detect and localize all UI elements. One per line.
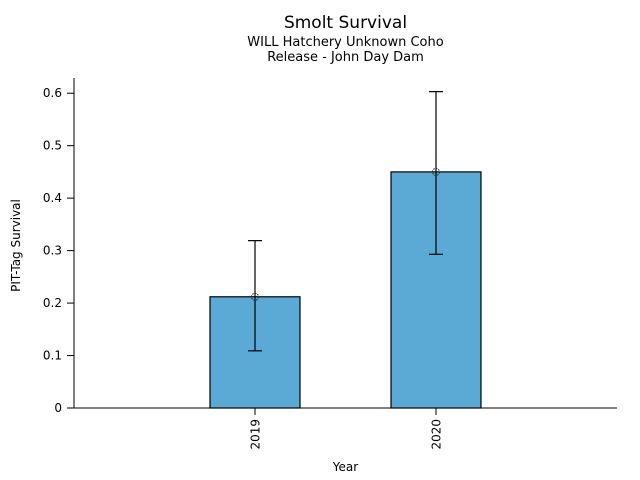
chart-subtitle-line2: Release - John Day Dam [267,50,424,65]
y-tick-label-0.5: 0.5 [43,139,62,153]
x-tick-label-2020: 2020 [430,419,444,450]
y-tick-label-0.4: 0.4 [43,191,62,205]
y-tick-label-0.6: 0.6 [43,86,62,100]
y-axis-label: PIT-Tag Survival [9,199,23,292]
y-tick-label-0.1: 0.1 [43,349,62,363]
chart-title: Smolt Survival [284,13,407,33]
point-marker-2020 [431,167,441,176]
x-tick-label-2019: 2019 [249,419,263,450]
y-tick-label-0: 0 [54,401,62,415]
plot-area: 0 0.1 0.2 0.3 0.4 0.5 0.6 2019 2020 [43,78,617,450]
chart-subtitle-line1: WILL Hatchery Unknown Coho [247,35,443,50]
y-tick-label-0.3: 0.3 [43,244,62,258]
y-tick-label-0.2: 0.2 [43,296,62,310]
x-axis-label: Year [332,460,358,474]
point-marker-2019 [250,292,260,301]
